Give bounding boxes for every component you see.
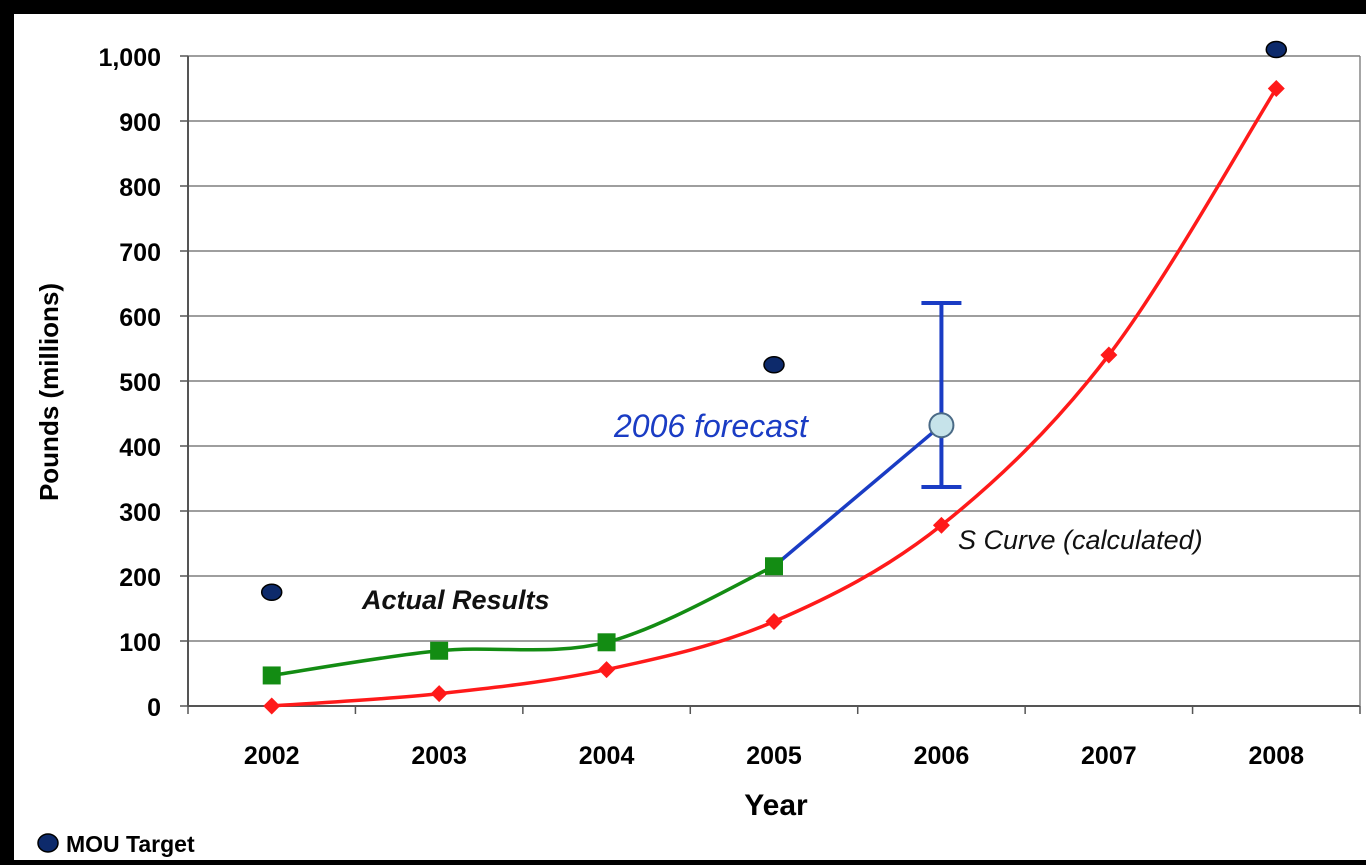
point-mou-target-2008	[1265, 40, 1288, 59]
x-tick-label-2004: 2004	[579, 742, 635, 770]
series-line-actual-results	[271, 564, 775, 678]
legend: MOU Target	[37, 831, 195, 857]
y-tick-label-200: 200	[119, 564, 161, 592]
legend-marker-mou-target	[37, 833, 59, 853]
series-line-s-curve-calculated	[271, 87, 1278, 708]
x-tick-label-2002: 2002	[244, 742, 300, 770]
x-tick-label-2003: 2003	[411, 742, 467, 770]
x-tick-label-2008: 2008	[1248, 742, 1304, 770]
series-layer	[260, 40, 1288, 715]
annotation-actual-results: Actual Results	[361, 585, 550, 615]
x-tick-label-2006: 2006	[914, 742, 970, 770]
x-tick-labels: 2002 2003 2004 2005 2006 2007 2008	[244, 742, 1304, 770]
point-mou-target-2002	[260, 583, 283, 601]
y-axis-label: Pounds (millions)	[34, 283, 64, 501]
y-tick-label-400: 400	[119, 434, 161, 462]
point-mou-target-2005	[763, 356, 785, 374]
y-tick-label-500: 500	[119, 369, 161, 397]
annotation-s-curve: S Curve (calculated)	[958, 525, 1203, 555]
x-tick-label-2007: 2007	[1081, 742, 1137, 770]
point-s-curve-calculated-2003	[430, 685, 448, 703]
x-axis-label: Year	[744, 789, 808, 822]
forecast-point-2006	[928, 412, 955, 439]
y-tick-label-800: 800	[119, 174, 161, 202]
y-tick-labels: 0 100 200 300 400 500 600 700 800 900 1,000	[98, 44, 161, 722]
y-tick-label-700: 700	[119, 239, 161, 267]
point-actual-results-2003	[430, 641, 449, 660]
y-tick-label-900: 900	[119, 109, 161, 137]
chart-background	[14, 14, 1366, 860]
y-tick-label-300: 300	[119, 499, 161, 527]
forecast-line	[772, 423, 943, 568]
point-s-curve-calculated-2005	[765, 613, 783, 630]
point-actual-results-2002	[262, 666, 281, 685]
y-tick-label-100: 100	[119, 629, 161, 657]
point-actual-results-2005	[765, 557, 783, 576]
annotation-forecast: 2006 forecast	[613, 408, 809, 444]
point-s-curve-calculated-2004	[598, 661, 616, 679]
x-tick-label-2005: 2005	[746, 742, 802, 770]
point-actual-results-2004	[597, 633, 616, 652]
legend-label-mou-target: MOU Target	[66, 831, 195, 857]
y-tick-label-1000: 1,000	[98, 44, 161, 72]
axes	[180, 55, 1361, 714]
gridlines	[188, 55, 1360, 642]
y-tick-label-0: 0	[147, 694, 161, 722]
y-tick-label-600: 600	[119, 304, 161, 332]
point-s-curve-calculated-2002	[263, 697, 281, 715]
point-s-curve-calculated-2006	[932, 516, 950, 534]
